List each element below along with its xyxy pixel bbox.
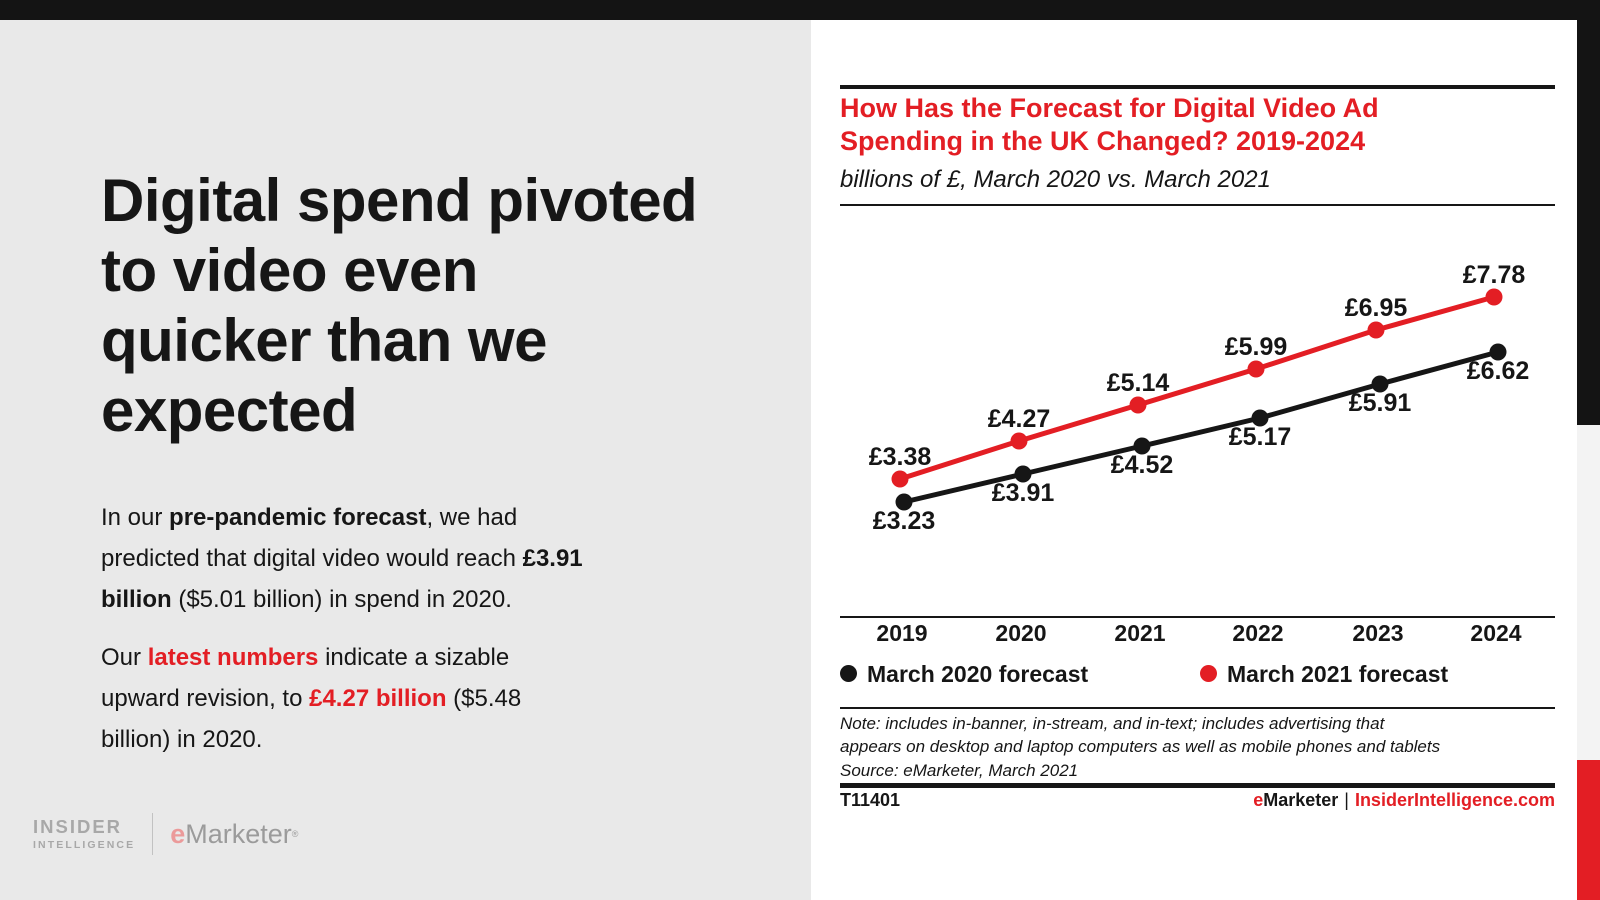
svg-text:£6.95: £6.95 — [1345, 294, 1408, 322]
svg-text:£4.52: £4.52 — [1111, 451, 1174, 479]
svg-text:£5.99: £5.99 — [1225, 333, 1288, 361]
svg-text:£3.38: £3.38 — [869, 443, 932, 471]
svg-text:£3.23: £3.23 — [873, 507, 936, 535]
svg-text:£5.17: £5.17 — [1229, 423, 1292, 451]
svg-text:£4.27: £4.27 — [988, 405, 1051, 433]
svg-text:£7.78: £7.78 — [1463, 261, 1526, 289]
svg-text:£5.91: £5.91 — [1349, 389, 1412, 417]
svg-text:£5.14: £5.14 — [1107, 369, 1170, 397]
svg-text:£6.62: £6.62 — [1467, 357, 1530, 385]
svg-text:£3.91: £3.91 — [992, 479, 1055, 507]
